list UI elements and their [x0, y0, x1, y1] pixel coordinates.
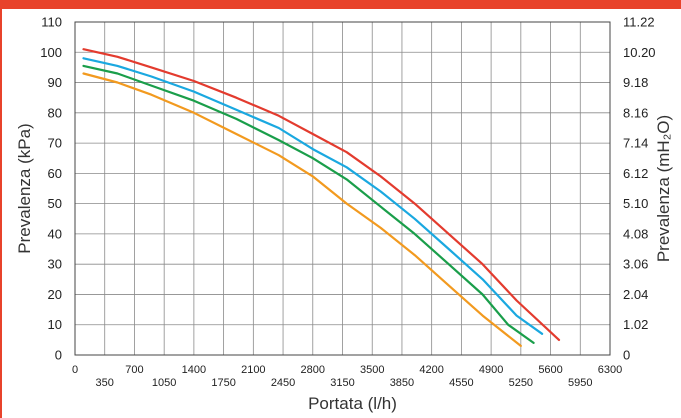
y-right-tick-label: 4.08: [623, 226, 648, 241]
tick-layer: 0350700105014001750210024502800315035003…: [40, 15, 655, 390]
y-right-tick-label: 11.22: [623, 15, 655, 30]
y-axis-title: Prevalenza (kPa): [15, 123, 34, 253]
x-tick-label: 3500: [360, 364, 384, 376]
left-accent-border: [0, 9, 2, 418]
x-tick-label: 5250: [509, 377, 533, 389]
x-tick-label: 5600: [538, 364, 562, 376]
x-axis-title: Portata (l/h): [308, 394, 397, 413]
x-tick-label: 0: [72, 364, 78, 376]
y-tick-label: 0: [55, 348, 62, 363]
series-layer: [82, 48, 561, 347]
plot-frame: [74, 21, 611, 356]
y-right-tick-label: 8.16: [623, 105, 648, 120]
y-tick-label: 100: [40, 45, 62, 60]
grid-layer: [74, 21, 611, 356]
x-tick-label: 1750: [211, 377, 235, 389]
y-right-tick-label: 0: [623, 348, 630, 363]
y-right-tick-label: 10.20: [623, 45, 656, 60]
y-right-tick-label: 9.18: [623, 75, 648, 90]
x-tick-label: 4900: [479, 364, 503, 376]
x-tick-label: 4550: [449, 377, 473, 389]
y-right-tick-label: 2.04: [623, 287, 648, 302]
y-tick-label: 80: [48, 105, 62, 120]
y-tick-label: 50: [48, 196, 62, 211]
y-tick-label: 40: [48, 226, 62, 241]
y-tick-label: 70: [48, 136, 62, 151]
x-tick-label: 700: [125, 364, 143, 376]
x-tick-label: 1400: [182, 364, 206, 376]
series-line-0: [82, 48, 561, 341]
x-tick-label: 2100: [241, 364, 265, 376]
y-right-tick-label: 3.06: [623, 257, 648, 272]
y-axis-right-title: Prevalenza (mH₂O): [654, 115, 673, 262]
y-tick-label: 30: [48, 257, 62, 272]
series-line-3: [82, 72, 522, 347]
y-tick-label: 20: [48, 287, 62, 302]
x-tick-label: 6300: [598, 364, 622, 376]
series-line-2: [82, 64, 535, 344]
y-tick-label: 110: [41, 15, 62, 30]
x-tick-label: 2450: [271, 377, 295, 389]
x-tick-label: 3850: [390, 377, 414, 389]
x-tick-label: 2800: [301, 364, 325, 376]
y-tick-label: 60: [48, 166, 62, 181]
x-tick-label: 3150: [330, 377, 354, 389]
x-tick-label: 5950: [568, 377, 592, 389]
series-line-1: [82, 57, 544, 335]
y-right-tick-label: 1.02: [623, 317, 648, 332]
x-tick-label: 4200: [419, 364, 443, 376]
x-tick-label: 1050: [152, 377, 176, 389]
y-right-tick-label: 6.12: [623, 166, 648, 181]
x-tick-label: 350: [96, 377, 114, 389]
y-tick-label: 90: [48, 75, 62, 90]
y-right-tick-label: 7.14: [623, 136, 648, 151]
y-right-tick-label: 5.10: [623, 196, 648, 211]
top-accent-bar: [0, 0, 681, 9]
y-tick-label: 10: [48, 317, 62, 332]
